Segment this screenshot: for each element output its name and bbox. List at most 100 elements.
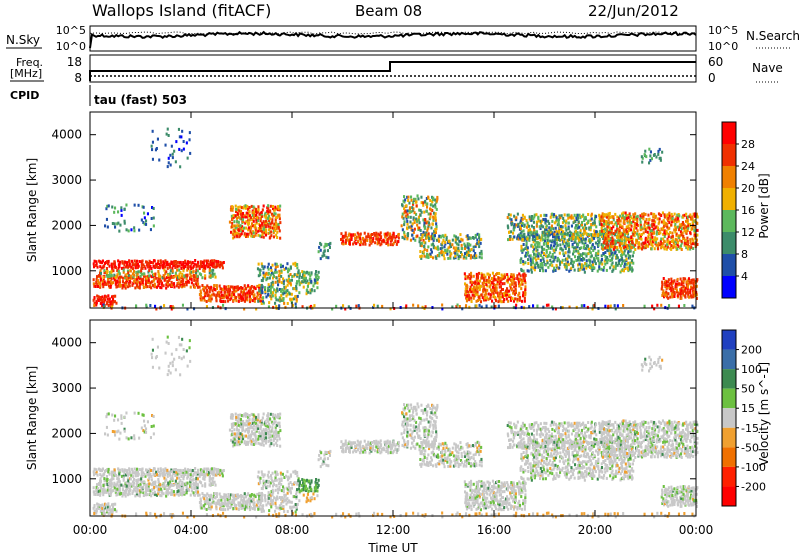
power-cell [539,225,541,228]
power-cell [523,233,525,236]
power-cell [623,221,625,224]
power-cell [429,199,431,202]
power-cell [171,276,173,279]
power-cell [420,229,422,232]
power-cell [180,267,182,270]
power-cell [201,284,203,287]
power-cell [147,285,149,288]
power-cell [647,214,649,217]
power-cell [435,212,437,215]
power-cell [614,304,616,307]
power-cell [257,205,259,208]
power-cell [689,281,691,284]
velocity-cell [197,469,199,472]
power-cell [255,208,257,211]
power-cell [153,265,155,268]
power-cell [475,234,477,237]
power-cell [605,213,607,216]
power-cell [298,279,300,282]
power-cell [497,300,499,303]
power-cell [665,291,667,294]
power-cell [696,234,698,237]
power-cell [394,240,396,243]
power-cell [565,251,567,254]
power-cell [664,247,666,250]
power-cell [303,286,305,289]
velocity-cell [190,483,192,486]
date-title: 22/Jun/2012 [588,2,679,20]
power-cell [345,232,347,235]
power-cell [457,304,459,307]
power-cell [457,237,459,240]
power-cell [182,269,184,272]
power-cell [160,280,162,283]
velocity-cell [214,496,216,499]
power-cell [575,230,577,233]
power-cell [524,288,526,291]
power-cell [308,272,310,275]
velocity-cell [154,467,156,470]
power-cell [509,238,511,241]
power-cell [571,225,573,228]
power-cell [286,289,288,292]
velocity-cell [154,481,156,484]
power-cell [582,214,584,217]
power-cell [568,227,570,230]
power-cell [214,288,216,291]
power-cell [444,257,446,260]
colorbar-tick-label: 12 [741,226,755,239]
power-cell [536,236,538,239]
power-cell [691,216,693,219]
power-cell [212,274,214,277]
power-cell [485,283,487,286]
power-cell [559,252,561,255]
power-cell [275,266,277,269]
power-cell [132,267,134,270]
power-cell [428,221,430,224]
power-cell [527,246,529,249]
power-cell [423,231,425,234]
power-cell [542,234,544,237]
power-cell [236,217,238,220]
power-cell [656,304,658,307]
colorbar-segment [722,144,736,166]
power-cell [670,244,672,247]
power-cell [274,294,276,297]
power-cell [204,270,206,273]
power-cell [449,242,451,245]
power-cell [600,215,602,218]
power-cell [93,282,95,285]
power-cell [614,213,616,216]
power-cell [523,243,525,246]
power-cell [270,269,272,272]
power-cell [583,246,585,249]
power-cell [143,265,145,268]
colorbar-segment [722,166,736,188]
power-cell [114,226,116,229]
power-cell [523,270,525,273]
power-cell [184,260,186,263]
power-cell [536,262,538,265]
power-cell [601,223,603,226]
power-cell [608,221,610,224]
power-cell [492,292,494,295]
power-cell [130,270,132,273]
power-cell [190,286,192,289]
power-cell [210,286,212,289]
power-cell [622,304,624,307]
power-cell [254,300,256,303]
power-cell [630,228,632,231]
power-cell [151,145,153,148]
power-cell [182,261,184,264]
power-cell [282,277,284,280]
power-cell [440,236,442,239]
power-cell [533,226,535,229]
power-cell [662,245,664,248]
velocity-cell [156,473,158,476]
power-cell [464,252,466,255]
power-cell [258,263,260,266]
power-cell [197,261,199,264]
power-cell [575,250,577,253]
power-cell [425,237,427,240]
power-cell [682,235,684,238]
